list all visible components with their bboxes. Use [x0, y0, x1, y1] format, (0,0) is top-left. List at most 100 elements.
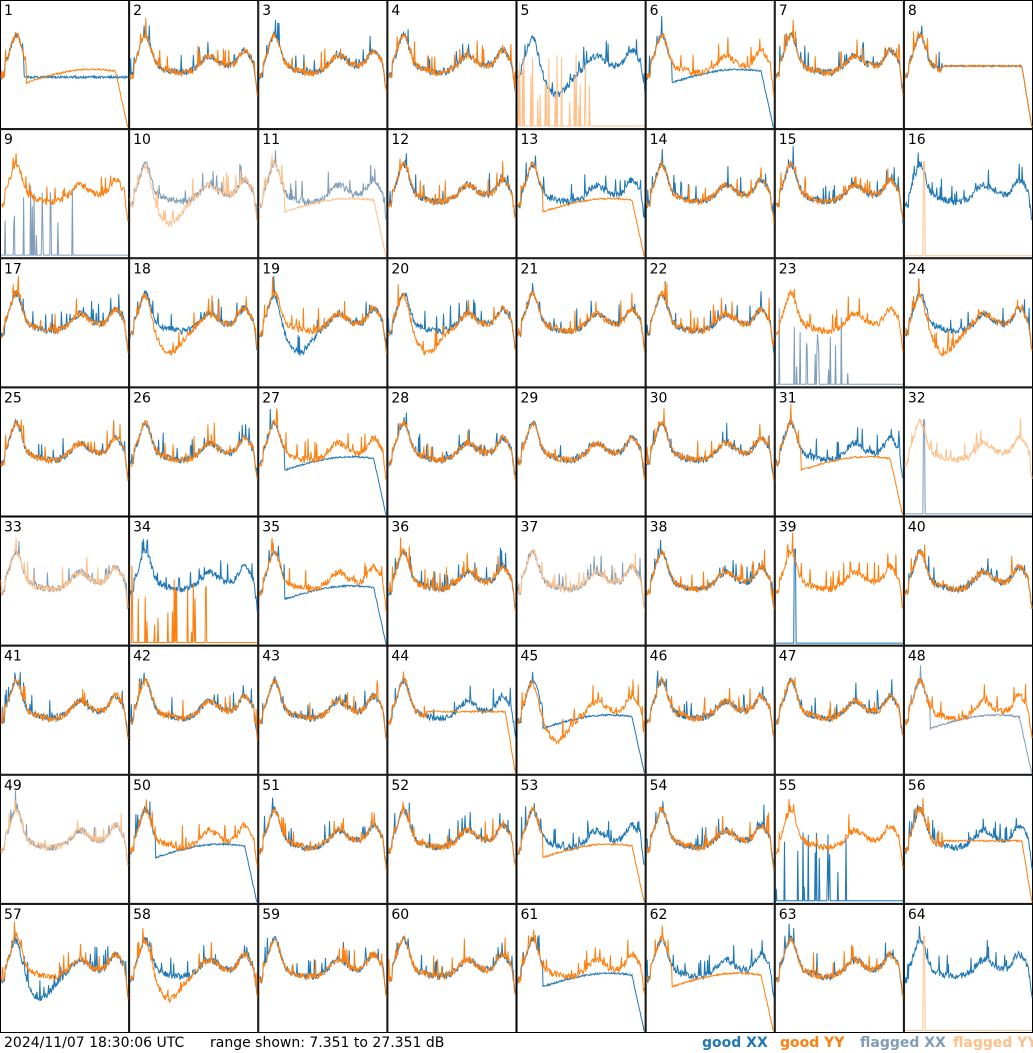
panel-frame	[0, 903, 130, 1033]
panel-label: 30	[650, 390, 668, 406]
series-yy-46	[646, 677, 775, 737]
panel-frame	[516, 258, 646, 388]
panel-63: 63	[774, 903, 904, 1033]
panel-36: 36	[387, 516, 517, 646]
series-yy-44	[387, 671, 516, 773]
panel-frame	[645, 387, 775, 517]
panel-label: 22	[650, 261, 668, 277]
panel-label: 23	[779, 261, 797, 277]
panel-label: 45	[521, 649, 539, 665]
panel-label: 54	[650, 778, 668, 794]
series-yy-32	[904, 418, 1033, 479]
panel-28: 28	[387, 387, 517, 517]
panel-59: 59	[258, 903, 388, 1033]
panel-label: 34	[133, 520, 151, 536]
series-yy-50	[129, 799, 258, 867]
panel-frame	[129, 645, 259, 775]
panel-22: 22	[645, 258, 775, 388]
panel-56: 56	[903, 774, 1033, 904]
panel-label: 29	[521, 390, 539, 406]
series-yy-49	[0, 799, 129, 866]
panel-5: 5	[516, 0, 646, 130]
panel-label: 12	[391, 132, 409, 148]
series-yy-52	[388, 801, 516, 868]
panel-43: 43	[258, 645, 388, 775]
panel-frame	[129, 774, 259, 904]
series-xx-24	[904, 278, 1033, 349]
panel-52: 52	[387, 774, 517, 904]
panel-60: 60	[387, 903, 517, 1033]
series-xx-20	[387, 292, 516, 349]
panel-label: 40	[908, 520, 926, 536]
panel-frame	[258, 387, 388, 517]
series-xx-16	[904, 152, 1033, 221]
panel-47: 47	[774, 645, 904, 775]
series-xx-23	[775, 308, 903, 385]
series-xx-15	[775, 145, 904, 224]
series-yy-42	[129, 677, 258, 741]
series-xx-55	[775, 832, 903, 902]
panel-53: 53	[516, 774, 646, 904]
series-yy-26	[129, 420, 258, 480]
series-yy-40	[904, 544, 1033, 609]
panel-14: 14	[645, 129, 775, 259]
panel-11: 11	[258, 129, 388, 259]
series-yy-15	[775, 159, 904, 221]
panel-frame	[258, 129, 388, 259]
panel-29: 29	[516, 387, 646, 517]
panel-frame	[903, 129, 1033, 259]
series-yy-17	[0, 276, 129, 354]
panel-label: 44	[391, 649, 409, 665]
panel-label: 13	[521, 132, 539, 148]
series-yy-10	[129, 163, 258, 228]
panel-58: 58	[129, 903, 259, 1033]
panel-16: 16	[903, 129, 1033, 259]
panel-8: 8	[903, 0, 1033, 130]
panel-46: 46	[645, 645, 775, 775]
panel-label: 59	[262, 907, 280, 923]
series-xx-62	[646, 935, 775, 998]
series-yy-20	[387, 284, 516, 356]
series-yy-6	[646, 33, 775, 96]
series-yy-27	[258, 408, 387, 480]
panel-frame	[0, 645, 130, 775]
panel-frame	[258, 903, 388, 1033]
panel-19: 19	[258, 258, 388, 388]
panel-frame	[516, 0, 646, 130]
series-xx-39	[775, 548, 903, 644]
panel-33: 33	[0, 516, 130, 646]
series-xx-9	[1, 185, 129, 256]
panel-frame	[774, 129, 904, 259]
series-yy-60	[387, 934, 516, 995]
series-yy-21	[517, 290, 646, 351]
panel-frame	[387, 258, 517, 388]
panel-frame	[0, 0, 130, 130]
series-yy-1	[0, 32, 129, 128]
panel-label: 42	[133, 649, 151, 665]
panel-label: 63	[779, 907, 797, 923]
series-xx-35	[258, 545, 387, 645]
panel-label: 9	[4, 132, 13, 148]
panel-49: 49	[0, 774, 130, 904]
series-xx-1	[0, 32, 129, 80]
series-yy-41	[0, 677, 129, 739]
series-yy-34	[130, 565, 258, 643]
panel-10: 10	[129, 129, 259, 259]
panel-frame	[645, 129, 775, 259]
panel-frame	[387, 645, 517, 775]
panel-frame	[258, 258, 388, 388]
panel-frame	[903, 387, 1033, 517]
series-yy-28	[387, 420, 516, 482]
panel-label: 15	[779, 132, 797, 148]
timestamp: 2024/11/07 18:30:06 UTC	[4, 1035, 185, 1051]
panel-frame	[0, 258, 130, 388]
panel-label: 21	[521, 261, 539, 277]
series-xx-10	[129, 161, 258, 220]
series-yy-43	[258, 678, 387, 741]
panel-frame	[903, 0, 1033, 130]
panel-64: 64	[903, 903, 1033, 1033]
series-yy-45	[517, 679, 646, 746]
series-yy-48	[904, 677, 1033, 739]
legend-good-xx: good XX	[702, 1035, 768, 1051]
